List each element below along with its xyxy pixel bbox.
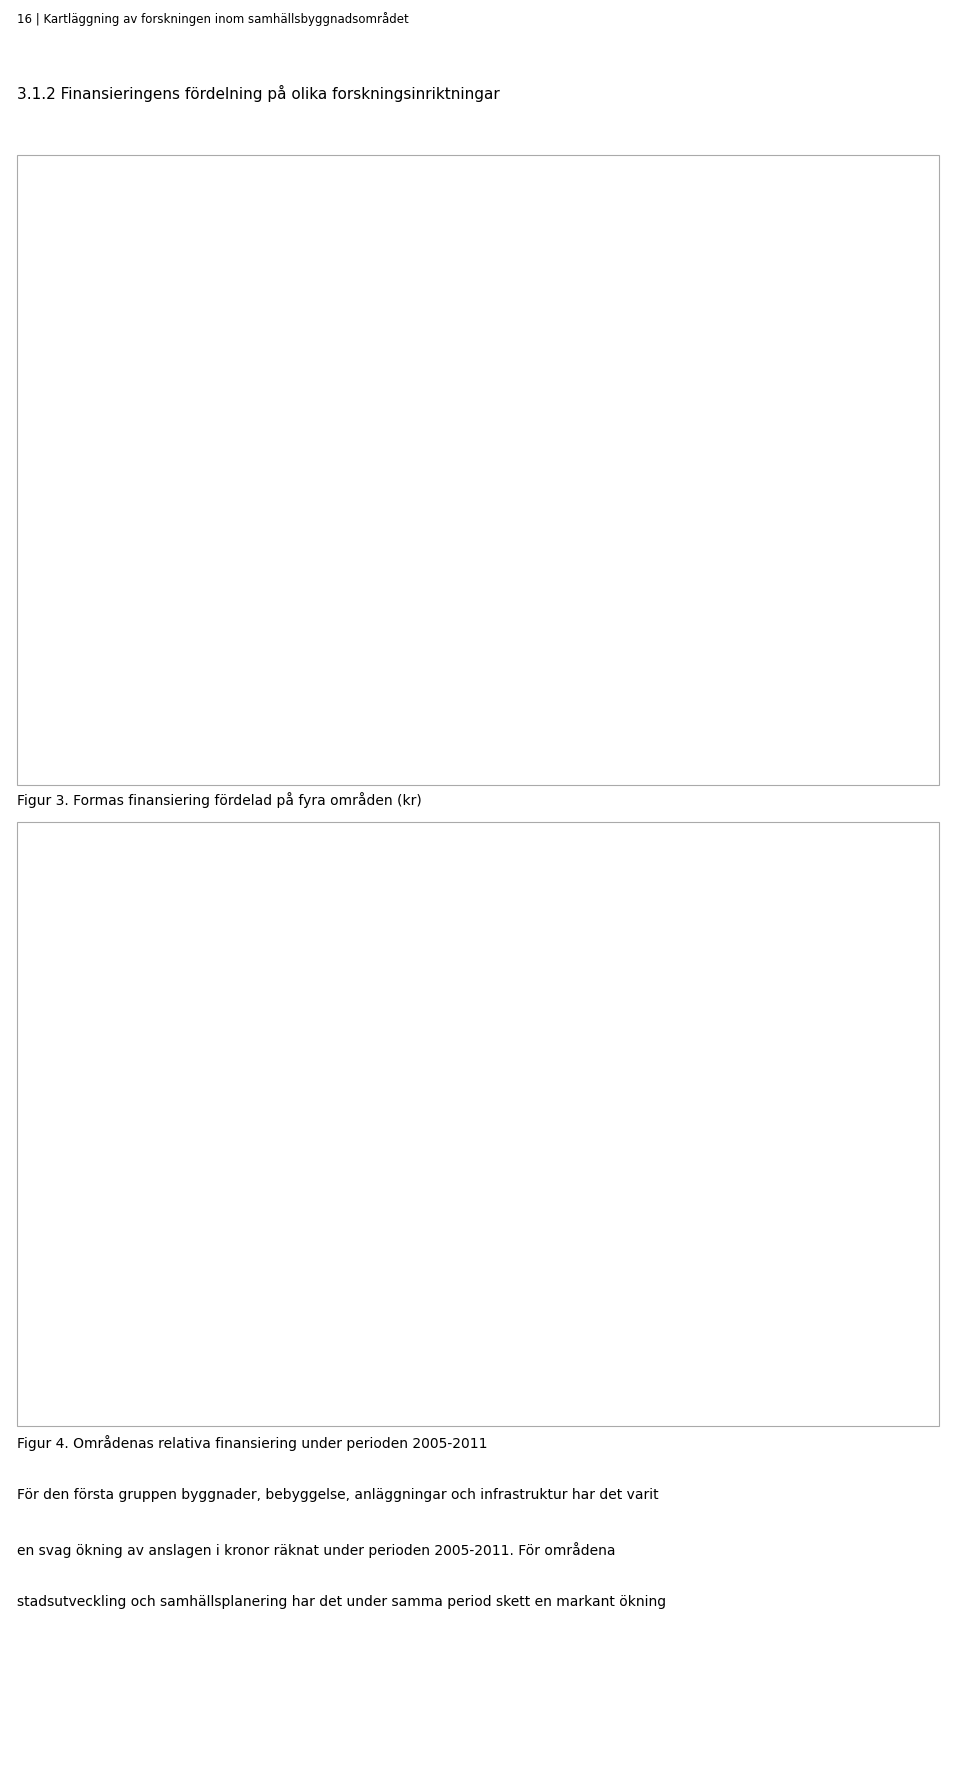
Bar (465, 707, 478, 760)
Bar (172, 361, 185, 760)
Bar (555, 412, 568, 760)
Bar (478, 419, 492, 760)
Bar (568, 687, 583, 760)
Bar (506, 614, 519, 760)
Text: en svag ökning av anslagen i kronor räknat under perioden 2005-2011. För områden: en svag ökning av anslagen i kronor räkn… (17, 1542, 615, 1558)
Bar (659, 442, 673, 760)
Bar (540, 645, 555, 760)
Bar (492, 712, 506, 760)
Byggnader, bebyggelse,
anläggningar och
infrastruktur (302, 1110, 314, 1131)
Bar (583, 583, 596, 760)
Bar (415, 718, 429, 760)
Bar (617, 643, 632, 760)
Stadsutveckling och
samhällsplanering (560, 1249, 571, 1270)
Byggnader, bebyggelse,
anläggningar och
infrastruktur (216, 1000, 228, 1021)
Bar (632, 496, 645, 760)
Title: Fördelning på områden: Fördelning på områden (269, 218, 562, 242)
Bar (185, 707, 199, 760)
Bar (429, 602, 443, 760)
Bar (339, 710, 352, 760)
Stadsutveckling och
samhällsplanering (302, 1234, 314, 1256)
Line: Byggnader, bebyggelse,
anläggningar och
infrastruktur: Byggnader, bebyggelse, anläggningar och … (132, 1005, 656, 1197)
Bar (311, 732, 324, 760)
Bar (157, 742, 172, 760)
Text: stadsutveckling och samhällsplanering har det under samma period skett en markan: stadsutveckling och samhällsplanering ha… (17, 1595, 666, 1609)
Bar (645, 625, 659, 760)
Bar (388, 741, 401, 760)
Legend: Byggnader, bebyggelse,
anläggningar och
infrastruktur, Stadsutveckling och
samhä: Byggnader, bebyggelse, anläggningar och … (698, 1019, 908, 1121)
Bar (248, 330, 262, 760)
Bar (199, 606, 213, 760)
Stadsutveckling och
samhällsplanering (645, 1146, 657, 1167)
Bar (401, 392, 416, 760)
Byggnader, bebyggelse,
anläggningar och
infrastruktur (131, 1016, 142, 1037)
Bar (352, 614, 366, 760)
Byggnader, bebyggelse,
anläggningar och
infrastruktur (473, 1170, 485, 1192)
Stadsutveckling och
samhällsplanering (473, 1282, 485, 1304)
Byggnader, bebyggelse,
anläggningar och
infrastruktur (560, 1135, 571, 1156)
Y-axis label: Relativ andel: Relativ andel (55, 1117, 69, 1208)
Stadsutveckling och
samhällsplanering (131, 1199, 142, 1220)
Title: Områdens andel av Formas totala
finansering: Områdens andel av Formas totala finanser… (195, 868, 592, 915)
Text: För den första gruppen byggnader, bebyggelse, anläggningar och infrastruktur har: För den första gruppen byggnader, bebygg… (17, 1488, 659, 1502)
Byggnader, bebyggelse,
anläggningar och
infrastruktur (645, 1183, 657, 1204)
Legend: Anläggningar och
infrastruktur, Byggnader och bebyggelse, Samhällsplanering, Sta: Anläggningar och infrastruktur, Byggnade… (712, 309, 936, 426)
Stadsutveckling och
samhällsplanering (216, 1249, 228, 1270)
Text: 3.1.2 Finansieringens fördelning på olika forskningsinriktningar: 3.1.2 Finansieringens fördelning på olik… (17, 85, 500, 103)
Text: 16 | Kartläggning av forskningen inom samhällsbyggnadsområdet: 16 | Kartläggning av forskningen inom sa… (17, 12, 409, 27)
Text: Figur 3. Formas finansiering fördelad på fyra områden (kr): Figur 3. Formas finansiering fördelad på… (17, 792, 422, 808)
Bar (276, 648, 290, 760)
Text: Figur 4. Områdenas relativa finansiering under perioden 2005-2011: Figur 4. Områdenas relativa finansiering… (17, 1435, 488, 1451)
Bar (234, 735, 248, 760)
Line: Stadsutveckling och
samhällsplanering: Stadsutveckling och samhällsplanering (132, 1153, 656, 1298)
Bar (324, 426, 339, 760)
Stadsutveckling och
samhällsplanering (388, 1252, 399, 1273)
Bar (262, 707, 276, 760)
Byggnader, bebyggelse,
anläggningar och
infrastruktur (388, 1130, 399, 1151)
